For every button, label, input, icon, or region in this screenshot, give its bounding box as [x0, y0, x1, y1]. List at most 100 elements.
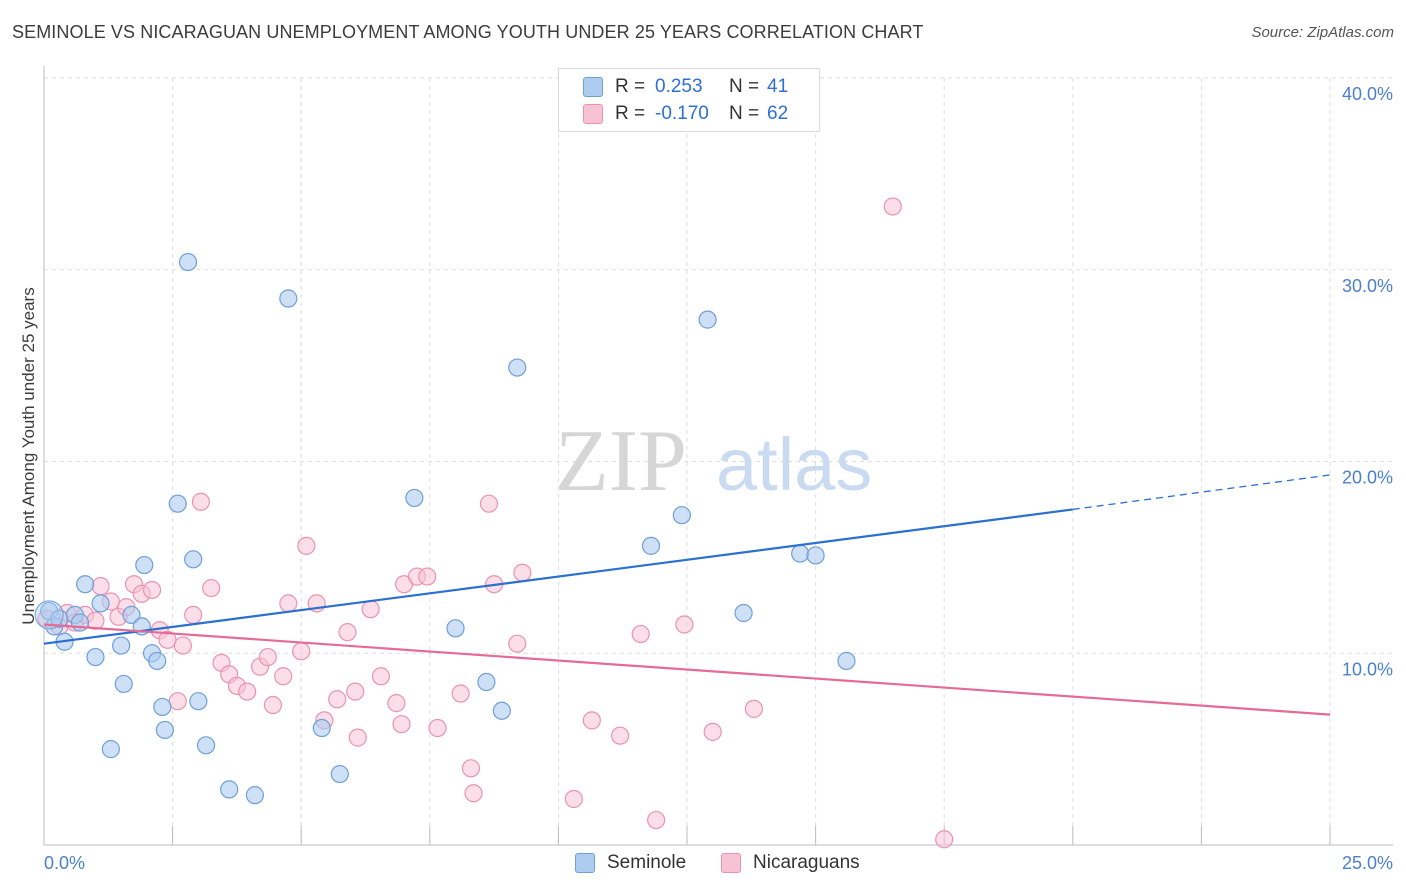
seminole-point	[508, 358, 527, 377]
seminole-point	[734, 603, 753, 623]
nicaraguan-point	[258, 647, 277, 667]
y-tick-label: 10.0%	[1342, 659, 1393, 679]
nicaraguan-point	[418, 567, 437, 586]
nicaraguan-point	[428, 718, 447, 738]
y-axis-label: Unemployment Among Youth under 25 years	[19, 287, 38, 624]
seminole-point	[279, 289, 298, 308]
nicaraguan-point	[464, 784, 483, 803]
n-label: N =	[729, 76, 760, 97]
seminole-point	[196, 736, 216, 755]
nicaraguan-point	[274, 667, 293, 686]
nicaraguan-point	[263, 695, 283, 715]
nicaraguan-point	[392, 715, 411, 734]
nicaraguan-point	[328, 690, 347, 709]
nicaraguan-point	[479, 494, 499, 513]
nicaraguan-point	[168, 692, 187, 711]
seminole-point	[837, 651, 856, 671]
nicaraguan-point	[513, 563, 532, 582]
seminole-point	[76, 575, 95, 594]
seminole-point	[220, 780, 239, 799]
nicaraguan-point	[744, 699, 763, 718]
seminole-point	[155, 720, 174, 740]
nicaraguan-point	[582, 711, 601, 730]
y-tick-label: 20.0%	[1342, 468, 1393, 488]
seminole-point	[34, 600, 64, 630]
nicaraguan-point	[675, 615, 694, 634]
watermark-atlas: atlas	[716, 423, 872, 506]
seminole-swatch	[575, 853, 595, 873]
nicaraguan-point	[371, 667, 391, 686]
nicaraguan-trend-line	[43, 623, 1331, 716]
nicaraguan-point	[279, 594, 298, 613]
nicaraguan-point	[508, 634, 527, 653]
seminole-point	[153, 697, 172, 717]
nicaraguan-point	[338, 623, 357, 642]
nicaraguan-point	[461, 759, 481, 778]
seminole-trend-extension	[1072, 474, 1331, 511]
nicaraguan-point	[935, 830, 954, 849]
nicaraguan-point	[191, 492, 210, 511]
legend-item-seminole[interactable]: Seminole	[575, 852, 686, 874]
axes	[43, 66, 1393, 846]
y-tick-label: 30.0%	[1342, 276, 1393, 296]
nicaraguan-point	[647, 810, 666, 830]
legend-row-nicaraguans: R = -0.170 N = 62	[583, 101, 788, 127]
nicaraguan-point	[361, 600, 380, 619]
seminole-point	[806, 546, 825, 565]
legend-row-seminole: R = 0.253 N = 41	[583, 74, 788, 100]
seminole-point	[189, 692, 208, 711]
nicaraguan-point	[202, 578, 221, 598]
nicaraguan-point	[297, 536, 316, 555]
watermark: ZIP atlas	[555, 413, 872, 510]
r-value: -0.170	[655, 103, 709, 124]
chart-title: SEMINOLE VS NICARAGUAN UNEMPLOYMENT AMON…	[12, 22, 924, 42]
nicaraguan-point	[142, 580, 162, 600]
seminole-point	[477, 672, 496, 692]
nicaraguan-point	[703, 722, 722, 741]
r-label: R =	[615, 76, 646, 97]
n-value: 62	[767, 103, 789, 124]
seminole-point	[446, 619, 465, 638]
seminole-point	[112, 636, 131, 655]
seminole-point	[86, 647, 105, 667]
seminole-point	[245, 786, 265, 805]
legend-label-nicaraguans: Nicaraguans	[753, 852, 860, 873]
x-tick-label-max: 25.0%	[1342, 853, 1393, 873]
series-seminole	[34, 252, 856, 805]
seminole-point	[698, 310, 717, 329]
seminole-point	[184, 550, 203, 569]
seminole-point	[91, 594, 110, 613]
nicaraguan-point	[451, 684, 470, 703]
source-label: Source: ZipAtlas.com	[1251, 24, 1394, 41]
nicaraguan-point	[173, 636, 192, 655]
legend-label-seminole: Seminole	[607, 852, 687, 873]
seminole-point	[148, 651, 167, 671]
series-legend: Seminole Nicaraguans	[0, 852, 1406, 878]
nicaraguan-point	[292, 642, 311, 661]
seminole-swatch	[583, 77, 603, 97]
nicaraguan-point	[184, 605, 203, 625]
legend-item-nicaraguans[interactable]: Nicaraguans	[721, 852, 860, 874]
nicaraguan-point	[346, 682, 365, 701]
seminole-point	[101, 740, 120, 759]
seminole-point	[330, 764, 349, 784]
nicaraguan-point	[564, 789, 583, 809]
y-tick-labels: 10.0% 20.0% 30.0% 40.0%	[1342, 84, 1393, 679]
seminole-point	[641, 536, 661, 555]
seminole-point	[178, 252, 198, 272]
seminole-point	[492, 701, 511, 720]
n-value: 41	[767, 76, 789, 97]
seminole-point	[405, 488, 424, 508]
nicaraguan-point	[348, 728, 367, 747]
seminole-point	[122, 605, 141, 625]
nicaraguan-point	[238, 682, 257, 701]
nicaraguan-point	[883, 197, 902, 216]
watermark-zip: ZIP	[555, 413, 687, 510]
trend-lines	[43, 474, 1331, 716]
x-tick-labels: 0.0% 25.0%	[44, 853, 1393, 873]
seminole-point	[135, 555, 154, 575]
nicaraguans-swatch	[721, 853, 741, 873]
nicaraguans-swatch	[583, 104, 603, 124]
nicaraguan-point	[611, 726, 630, 745]
